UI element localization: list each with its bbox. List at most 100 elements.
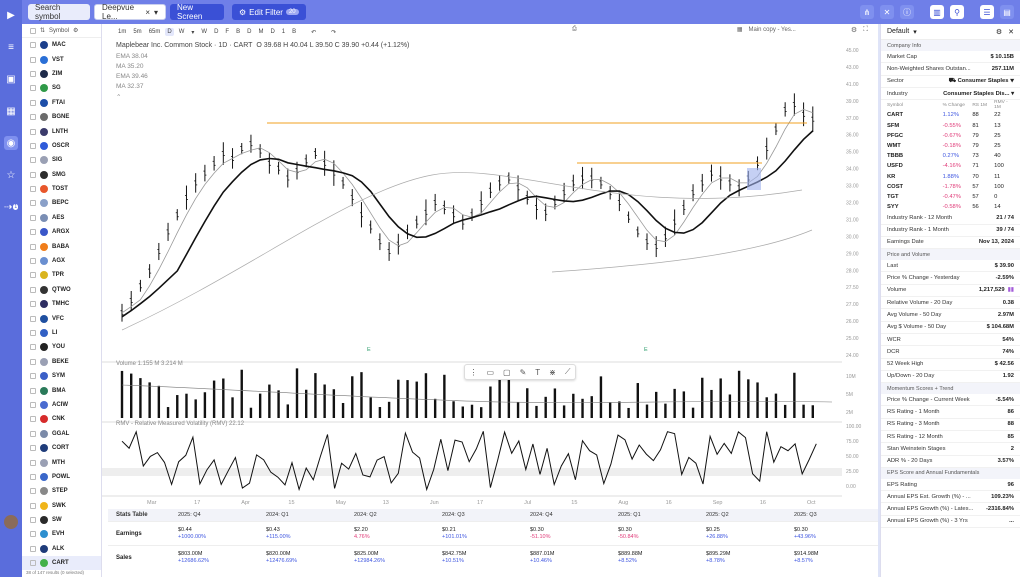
sort-icon[interactable]: ⇅	[40, 28, 46, 34]
x-icon[interactable]: ✕	[880, 5, 894, 19]
row-checkbox[interactable]	[30, 272, 36, 279]
symbol-row[interactable]: BEKE	[22, 355, 101, 369]
group-row[interactable]: CART 1.12% 88 22	[881, 110, 1020, 120]
redo-icon[interactable]: ↷	[331, 29, 337, 36]
symbol-row[interactable]: MTH	[22, 455, 101, 469]
symbol-row[interactable]: TPR	[22, 268, 101, 282]
fullscreen-icon[interactable]: ⛶	[863, 26, 868, 33]
symbol-row[interactable]: SWK	[22, 499, 101, 513]
symbol-row[interactable]: VST	[22, 52, 101, 66]
symbol-row[interactable]: BEPC	[22, 196, 101, 210]
row-checkbox[interactable]	[30, 373, 36, 380]
timeframe-button[interactable]: 65m	[148, 29, 161, 35]
person-icon[interactable]: ⚲	[950, 5, 964, 19]
symbol-row[interactable]: ACIW	[22, 398, 101, 412]
symbol-row[interactable]: SIG	[22, 153, 101, 167]
gear-icon[interactable]: ⚙	[995, 28, 1003, 36]
row-checkbox[interactable]	[30, 445, 36, 452]
row-checkbox[interactable]	[30, 488, 36, 495]
comment-tool-icon[interactable]: ▢	[503, 367, 511, 377]
timeframe-button[interactable]: 1m	[118, 29, 127, 35]
symbol-row[interactable]: GGAL	[22, 427, 101, 441]
symbol-row[interactable]: OSCR	[22, 139, 101, 153]
row-checkbox[interactable]	[30, 531, 36, 538]
layout-select[interactable]: Main copy - Yes...	[748, 26, 796, 33]
symbol-row[interactable]: BMA	[22, 383, 101, 397]
row-checkbox[interactable]	[30, 517, 36, 524]
group-row[interactable]: PFGC -0.67% 79 25	[881, 131, 1020, 141]
timeframe-button[interactable]: D	[270, 29, 275, 35]
row-checkbox[interactable]	[30, 56, 36, 63]
symbol-row[interactable]: VFC	[22, 311, 101, 325]
symbol-row[interactable]: CNK	[22, 412, 101, 426]
gear-icon[interactable]: ⚙	[850, 27, 858, 34]
row-checkbox[interactable]	[30, 560, 36, 567]
close-icon[interactable]: ✕	[1008, 28, 1014, 36]
timeframe-button[interactable]: F	[225, 29, 230, 35]
close-icon[interactable]: ×	[145, 7, 150, 17]
timeframe-button[interactable]: ▾	[191, 29, 195, 36]
row-checkbox[interactable]	[30, 286, 36, 293]
symbol-row[interactable]: TOST	[22, 182, 101, 196]
symbol-row[interactable]: MAC	[22, 38, 101, 52]
collapse-legend-icon[interactable]: ⌃	[116, 94, 122, 101]
symbol-row[interactable]: BGNE	[22, 110, 101, 124]
row-checkbox[interactable]	[30, 301, 36, 308]
row-checkbox[interactable]	[30, 85, 36, 92]
symbol-column-header[interactable]: Symbol	[49, 27, 70, 34]
screen-tab[interactable]: Deepvue Le... × ▾	[94, 3, 166, 21]
row-checkbox[interactable]	[30, 99, 36, 106]
row-checkbox[interactable]	[30, 459, 36, 466]
rectangle-tool-icon[interactable]: ▭	[486, 367, 495, 377]
edit-filter-button[interactable]: ⚙ Edit Filter 20	[232, 4, 306, 20]
row-checkbox[interactable]	[30, 142, 36, 149]
symbol-row[interactable]: ARGX	[22, 225, 101, 239]
symbol-row[interactable]: SYM	[22, 369, 101, 383]
timeframe-button[interactable]: B	[292, 29, 297, 35]
symbol-row[interactable]: YOU	[22, 340, 101, 354]
symbol-row[interactable]: SG	[22, 81, 101, 95]
symbol-row[interactable]: EVH	[22, 527, 101, 541]
camera-icon[interactable]: ⎙	[572, 26, 577, 32]
preset-select[interactable]: Default	[887, 28, 910, 35]
alerts-icon[interactable]: ⇢ 1	[3, 201, 19, 213]
group-row[interactable]: TBBB 0.27% 73 40	[881, 151, 1020, 161]
list-view-icon[interactable]: ☰	[980, 5, 994, 19]
symbol-row[interactable]: AES	[22, 211, 101, 225]
timeframe-button[interactable]: 5m	[133, 29, 142, 35]
row-checkbox[interactable]	[30, 186, 36, 193]
row-checkbox[interactable]	[30, 200, 36, 207]
group-row[interactable]: KR 1.88% 70 11	[881, 172, 1020, 182]
chart-area[interactable]: 1m 5m 65m D W ▾ W D F B D M D 1 B ↶ ↷ ⎙ ▦ Main copy - Ye…	[102, 24, 878, 577]
symbol-row[interactable]: CORT	[22, 441, 101, 455]
screens-icon[interactable]: ▣	[6, 73, 16, 85]
timeframe-button[interactable]: B	[236, 29, 241, 35]
sector-value[interactable]: ⛟ Consumer Staples ▾	[948, 77, 1014, 84]
symbol-row[interactable]: ALK	[22, 542, 101, 556]
share-icon[interactable]: ⋔	[860, 5, 874, 19]
timeframe-button[interactable]: W	[178, 29, 185, 35]
group-row[interactable]: TGT -0.47% 57 0	[881, 192, 1020, 202]
row-checkbox[interactable]	[30, 416, 36, 423]
brush-tool-icon[interactable]: ✎	[519, 367, 527, 377]
symbol-row[interactable]: CART	[22, 556, 101, 571]
grid-view-icon[interactable]: ▤	[1000, 5, 1014, 19]
menu-icon[interactable]: ≡	[8, 41, 14, 53]
row-checkbox[interactable]	[30, 243, 36, 250]
group-row[interactable]: USFD -4.16% 71 100	[881, 161, 1020, 171]
row-checkbox[interactable]	[30, 473, 36, 480]
symbol-row[interactable]: AGX	[22, 254, 101, 268]
star-icon[interactable]: ☆	[6, 169, 16, 181]
row-checkbox[interactable]	[30, 545, 36, 552]
timeframe-button[interactable]: D	[247, 29, 252, 35]
drag-handle-icon[interactable]: ⋮	[469, 367, 478, 377]
info-icon[interactable]: ⓘ	[900, 5, 914, 19]
symbol-row[interactable]: FTAI	[22, 96, 101, 110]
row-checkbox[interactable]	[30, 214, 36, 221]
group-row[interactable]: COST -1.78% 57 100	[881, 182, 1020, 192]
row-checkbox[interactable]	[30, 229, 36, 236]
symbol-row[interactable]: QTWO	[22, 283, 101, 297]
radar-icon[interactable]: ◉	[4, 136, 18, 150]
row-checkbox[interactable]	[30, 330, 36, 336]
row-checkbox[interactable]	[30, 157, 36, 164]
